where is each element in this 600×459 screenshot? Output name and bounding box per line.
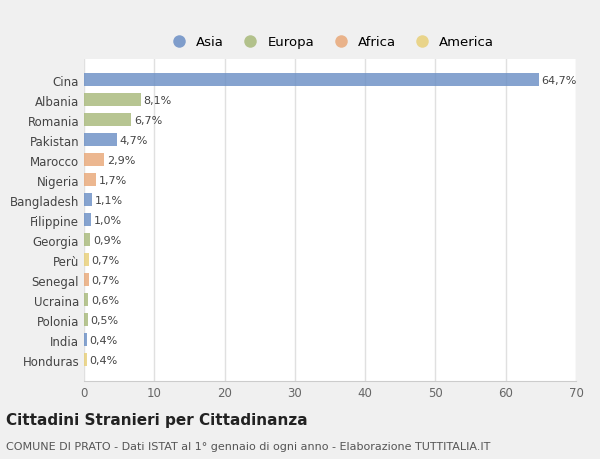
Bar <box>84 194 92 207</box>
Text: 1,7%: 1,7% <box>99 175 127 185</box>
Text: 1,0%: 1,0% <box>94 215 122 225</box>
Text: 2,9%: 2,9% <box>107 156 136 166</box>
Bar <box>84 74 539 87</box>
Legend: Asia, Europa, Africa, America: Asia, Europa, Africa, America <box>160 31 500 55</box>
Text: 0,7%: 0,7% <box>92 275 120 285</box>
Text: 1,1%: 1,1% <box>95 196 122 205</box>
Text: 0,4%: 0,4% <box>89 355 118 365</box>
Bar <box>84 114 131 127</box>
Bar <box>84 234 91 247</box>
Text: 0,9%: 0,9% <box>93 235 121 245</box>
Bar <box>84 274 89 286</box>
Bar <box>84 254 89 267</box>
Text: 64,7%: 64,7% <box>542 76 577 86</box>
Text: Cittadini Stranieri per Cittadinanza: Cittadini Stranieri per Cittadinanza <box>6 413 308 428</box>
Text: 4,7%: 4,7% <box>120 135 148 146</box>
Bar <box>84 313 88 326</box>
Bar <box>84 334 87 347</box>
Bar <box>84 353 87 366</box>
Text: 0,5%: 0,5% <box>91 315 118 325</box>
Bar <box>84 154 104 167</box>
Bar <box>84 94 141 107</box>
Text: 0,6%: 0,6% <box>91 295 119 305</box>
Bar <box>84 294 88 307</box>
Bar <box>84 174 96 187</box>
Bar <box>84 134 117 147</box>
Bar <box>84 214 91 227</box>
Text: 8,1%: 8,1% <box>144 96 172 106</box>
Text: COMUNE DI PRATO - Dati ISTAT al 1° gennaio di ogni anno - Elaborazione TUTTITALI: COMUNE DI PRATO - Dati ISTAT al 1° genna… <box>6 441 490 451</box>
Text: 0,7%: 0,7% <box>92 255 120 265</box>
Text: 6,7%: 6,7% <box>134 116 162 126</box>
Text: 0,4%: 0,4% <box>89 335 118 345</box>
